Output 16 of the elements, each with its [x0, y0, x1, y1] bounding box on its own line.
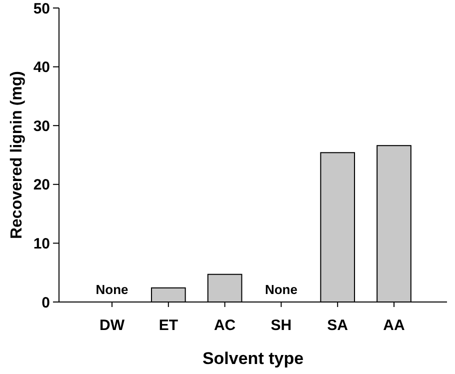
- y-axis-title: Recovered lignin (mg): [8, 70, 26, 240]
- y-tick-label: 30: [33, 118, 50, 135]
- x-tick-label: AA: [383, 317, 405, 334]
- y-tick-label: 40: [33, 59, 50, 76]
- y-tick-label: 50: [33, 0, 50, 18]
- x-tick-label: SA: [327, 317, 348, 334]
- annotation: None: [96, 282, 128, 297]
- x-tick-label: DW: [100, 317, 126, 334]
- annotation: None: [264, 282, 298, 297]
- y-tick-label: 20: [33, 176, 50, 194]
- x-tick-label: SH: [270, 317, 292, 334]
- x-tick-label: AC: [214, 317, 236, 334]
- y-tick-label: 10: [33, 235, 50, 252]
- x-axis-title: Solvent type: [202, 349, 304, 368]
- y-tick-label: 0: [42, 294, 50, 312]
- x-tick-label: ET: [158, 317, 178, 334]
